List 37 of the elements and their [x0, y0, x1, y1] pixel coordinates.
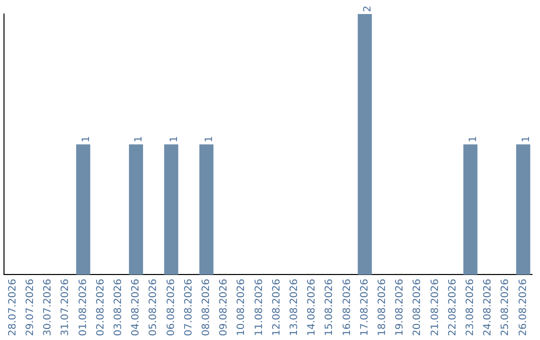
x-tick-label: 13.08.2026 — [288, 278, 300, 336]
data-label: 1 — [134, 136, 145, 142]
x-tick-label: 22.08.2026 — [447, 278, 458, 336]
x-tick-label: 08.08.2026 — [200, 278, 212, 336]
x-tick-label: 03.08.2026 — [112, 278, 124, 336]
x-tick-label: 14.08.2026 — [306, 278, 318, 336]
data-label: 1 — [168, 136, 180, 142]
x-tick-label: 01.08.2026 — [78, 278, 89, 336]
x-tick-label: 16.08.2026 — [342, 278, 353, 336]
data-label: 1 — [468, 136, 479, 142]
x-tick-label: 17.08.2026 — [359, 278, 370, 336]
x-tick-label: 05.08.2026 — [148, 278, 160, 336]
data-label: 1 — [204, 136, 215, 142]
x-tick-label: 11.08.2026 — [254, 278, 265, 336]
x-tick-label: 23.08.2026 — [464, 278, 476, 336]
data-label: 2 — [362, 6, 374, 12]
x-tick-label: 26.08.2026 — [518, 278, 529, 336]
x-tick-label: 15.08.2026 — [324, 278, 336, 336]
x-tick-label: 31.07.2026 — [60, 278, 72, 336]
x-tick-label: 04.08.2026 — [130, 278, 142, 336]
x-tick-label: 10.08.2026 — [236, 278, 248, 336]
x-tick-label: 30.07.2026 — [42, 278, 54, 336]
x-tick-label: 29.07.2026 — [24, 278, 36, 336]
x-tick-label: 12.08.2026 — [271, 278, 282, 336]
x-tick-label: 21.08.2026 — [430, 278, 441, 336]
x-tick-label: 06.08.2026 — [166, 278, 177, 336]
x-tick-label: 25.08.2026 — [500, 278, 512, 336]
x-tick-label: 02.08.2026 — [95, 278, 106, 336]
x-tick-label: 28.07.2026 — [7, 278, 18, 336]
x-tick-label: 19.08.2026 — [394, 278, 406, 336]
x-tick-label: 24.08.2026 — [482, 278, 494, 336]
x-tick-label: 20.08.2026 — [412, 278, 424, 336]
x-tick-label: 07.08.2026 — [183, 278, 194, 336]
x-tick-label: 09.08.2026 — [218, 278, 230, 336]
data-label: 1 — [80, 136, 92, 142]
x-tick-label: 18.08.2026 — [376, 278, 388, 336]
data-label: 1 — [520, 136, 532, 142]
